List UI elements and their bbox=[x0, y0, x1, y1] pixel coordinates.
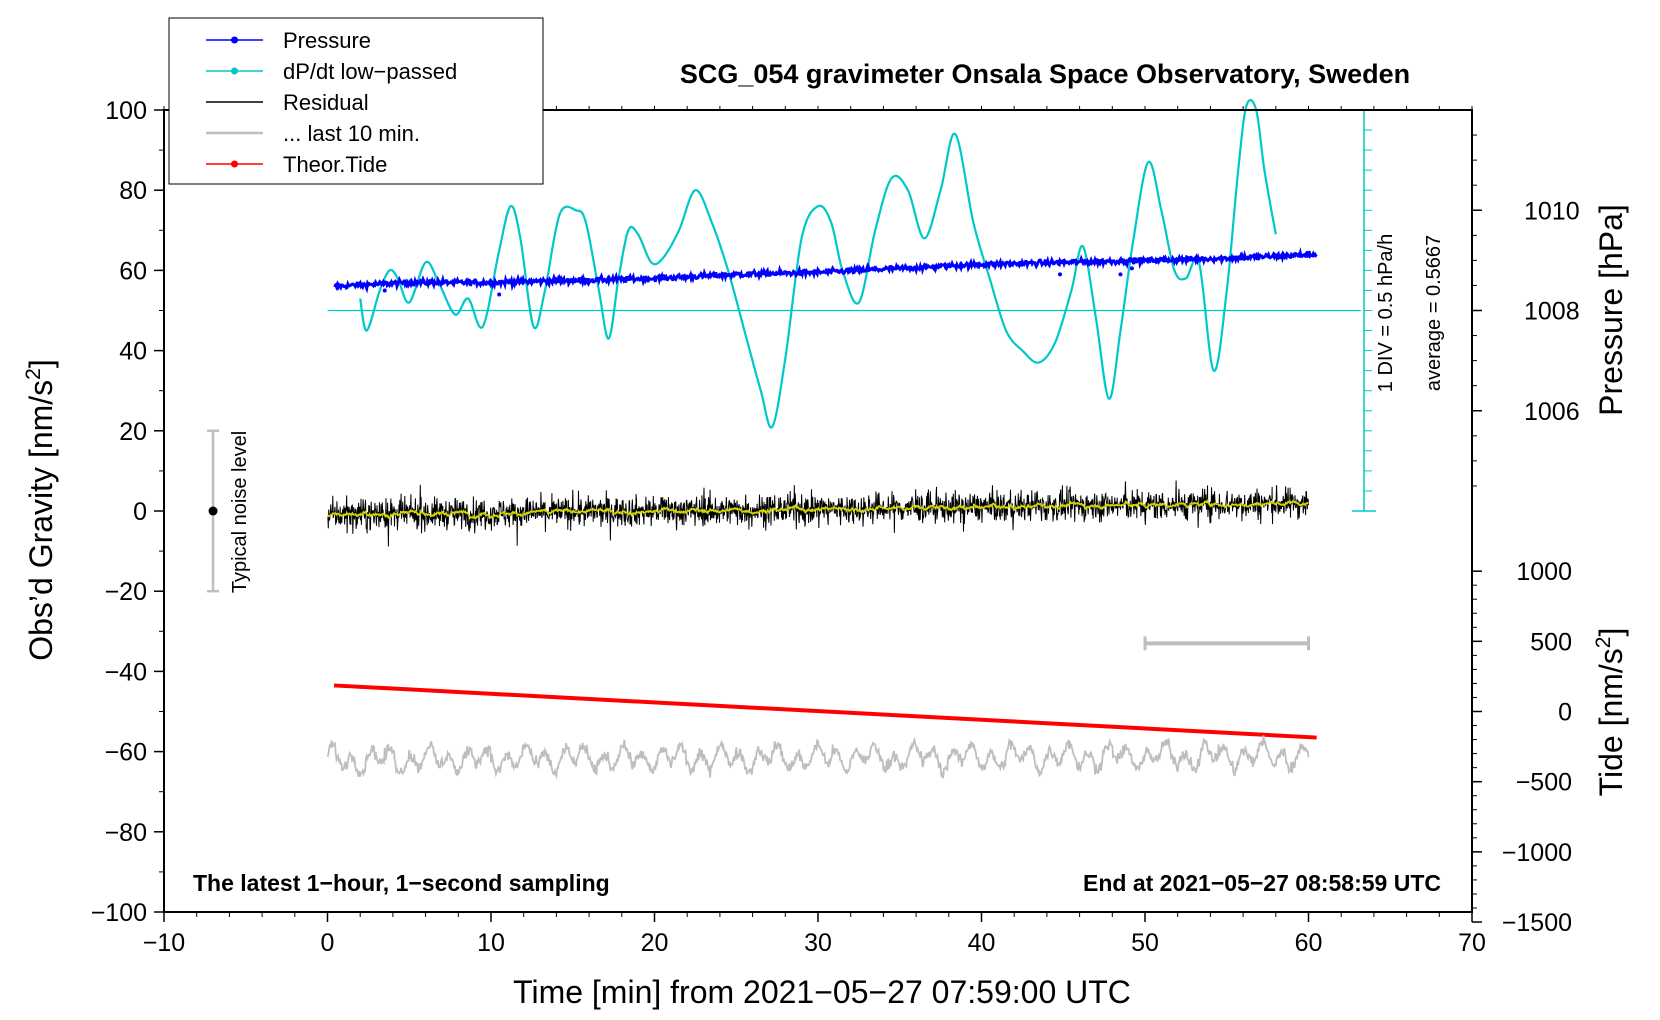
tide-tick-label: −500 bbox=[1516, 769, 1572, 797]
average-label: average = 0.5667 bbox=[1423, 235, 1445, 391]
dpdt-series-line bbox=[359, 98, 1277, 429]
x-tick-label: 0 bbox=[321, 929, 335, 957]
legend: Pressure dP/dt low−passed Residual ... last… bbox=[168, 17, 544, 185]
legend-marker bbox=[231, 67, 238, 75]
x-tick-label: 10 bbox=[477, 929, 505, 957]
legend-marker bbox=[231, 36, 238, 44]
pressure-series-line bbox=[333, 247, 1318, 294]
tide-tick-label: −1500 bbox=[1502, 909, 1572, 937]
last10min-series-line bbox=[326, 735, 1310, 780]
tide-tick-label: −1000 bbox=[1502, 839, 1572, 867]
x-tick-label: 50 bbox=[1131, 929, 1159, 957]
y-tick-label: 100 bbox=[105, 97, 147, 125]
pressure-outlier-point bbox=[1129, 266, 1134, 271]
x-tick-label: −10 bbox=[143, 929, 185, 957]
noise-level-label: Typical noise level bbox=[229, 431, 251, 593]
y-tick-label: 20 bbox=[119, 418, 147, 446]
y-tick-label: −60 bbox=[105, 739, 147, 767]
y-axis-label-tide: Tide [nm/s2] bbox=[1592, 628, 1629, 797]
pressure-outlier-point bbox=[497, 292, 502, 297]
x-tick-label: 70 bbox=[1458, 929, 1486, 957]
y-tick-label: −80 bbox=[105, 819, 147, 847]
axes-layer: −10 0 10 20 30 40 50 60 70−100−80−60−40−20020406… bbox=[91, 97, 1580, 957]
pressure-outlier-point bbox=[1057, 272, 1062, 277]
latest-sampling-note: The latest 1−hour, 1−second sampling bbox=[193, 870, 610, 896]
data-layer bbox=[207, 98, 1318, 780]
pressure-outlier-point bbox=[1118, 272, 1123, 277]
pressure-tick-label: 1006 bbox=[1524, 398, 1580, 426]
pressure-outlier-point bbox=[382, 288, 387, 293]
y-tick-label: −100 bbox=[91, 899, 147, 927]
residual-smoothed-line bbox=[327, 498, 1309, 520]
legend-label: dP/dt low−passed bbox=[283, 59, 457, 84]
legend-marker bbox=[231, 160, 238, 168]
legend-label: ... last 10 min. bbox=[283, 121, 420, 146]
pressure-tick-label: 1008 bbox=[1524, 298, 1580, 326]
div-scale-label: 1 DIV = 0.5 hPa/h bbox=[1375, 234, 1397, 392]
x-tick-label: 60 bbox=[1295, 929, 1323, 957]
pressure-tick-label: 1010 bbox=[1524, 197, 1580, 225]
legend-label: Theor.Tide bbox=[283, 152, 387, 177]
tide-series-line bbox=[333, 683, 1317, 740]
x-tick-label: 40 bbox=[968, 929, 996, 957]
y-axis-label-pressure: Pressure [hPa] bbox=[1593, 204, 1629, 416]
legend-label: Pressure bbox=[283, 28, 371, 53]
x-tick-label: 30 bbox=[804, 929, 832, 957]
end-time-note: End at 2021−05−27 08:58:59 UTC bbox=[1083, 870, 1441, 896]
legend-label: Residual bbox=[283, 90, 369, 115]
y-axis-label-gravity: Obs’d Gravity [nm/s2] bbox=[22, 359, 59, 661]
residual-series-line bbox=[327, 480, 1309, 547]
x-axis-label: Time [min] from 2021−05−27 07:59:00 UTC bbox=[513, 974, 1131, 1010]
tide-tick-label: 500 bbox=[1530, 628, 1572, 656]
legend-box bbox=[168, 17, 544, 185]
y-tick-label: 0 bbox=[133, 498, 147, 526]
y-tick-label: 80 bbox=[119, 177, 147, 205]
y-tick-label: 60 bbox=[119, 257, 147, 285]
y-tick-label: 40 bbox=[119, 338, 147, 366]
y-tick-label: −40 bbox=[105, 658, 147, 686]
chart-title: SCG_054 gravimeter Onsala Space Observat… bbox=[680, 59, 1410, 89]
tide-tick-label: 1000 bbox=[1516, 558, 1572, 586]
tide-tick-label: 0 bbox=[1558, 699, 1572, 727]
noise-level-point bbox=[208, 506, 218, 516]
x-tick-label: 20 bbox=[641, 929, 669, 957]
y-tick-label: −20 bbox=[105, 578, 147, 606]
